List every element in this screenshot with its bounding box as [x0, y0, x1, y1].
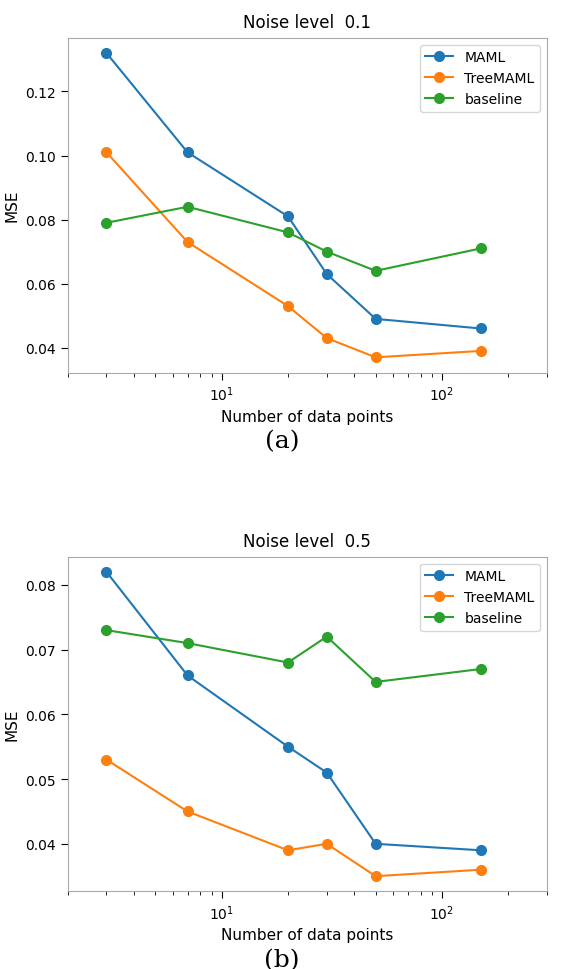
baseline [103, 218, 110, 230]
Legend: MAML, TreeMAML, baseline: MAML, TreeMAML, baseline [420, 564, 540, 631]
TreeMAML [477, 864, 484, 876]
MAML [477, 324, 484, 335]
Title: Noise level  0.1: Noise level 0.1 [244, 14, 371, 32]
Title: Noise level  0.5: Noise level 0.5 [244, 532, 371, 550]
baseline [372, 676, 379, 688]
baseline [477, 243, 484, 255]
MAML [372, 838, 379, 850]
X-axis label: Number of data points: Number of data points [221, 927, 394, 943]
Line: MAML: MAML [102, 49, 486, 334]
Text: (b): (b) [265, 948, 299, 969]
baseline [323, 246, 330, 258]
MAML [184, 147, 191, 159]
TreeMAML [184, 237, 191, 249]
MAML [285, 211, 292, 223]
X-axis label: Number of data points: Number of data points [221, 409, 394, 424]
MAML [103, 48, 110, 60]
TreeMAML [285, 301, 292, 313]
baseline [103, 625, 110, 637]
Legend: MAML, TreeMAML, baseline: MAML, TreeMAML, baseline [420, 46, 540, 112]
MAML [477, 845, 484, 857]
MAML [323, 269, 330, 281]
TreeMAML [285, 845, 292, 857]
MAML [323, 767, 330, 779]
TreeMAML [323, 838, 330, 850]
TreeMAML [372, 870, 379, 882]
baseline [323, 631, 330, 642]
Line: MAML: MAML [102, 568, 486, 856]
baseline [285, 657, 292, 669]
MAML [184, 670, 191, 681]
baseline [372, 266, 379, 277]
MAML [372, 314, 379, 326]
baseline [285, 228, 292, 239]
baseline [184, 638, 191, 649]
Line: baseline: baseline [102, 626, 486, 687]
baseline [184, 202, 191, 213]
Line: TreeMAML: TreeMAML [102, 755, 486, 881]
MAML [285, 741, 292, 753]
Text: (a): (a) [265, 429, 299, 453]
Y-axis label: MSE: MSE [5, 190, 20, 222]
MAML [103, 567, 110, 578]
TreeMAML [372, 352, 379, 363]
TreeMAML [323, 333, 330, 345]
Y-axis label: MSE: MSE [5, 708, 20, 740]
TreeMAML [103, 147, 110, 159]
Line: TreeMAML: TreeMAML [102, 148, 486, 362]
TreeMAML [184, 806, 191, 818]
TreeMAML [477, 346, 484, 358]
baseline [477, 664, 484, 675]
Line: baseline: baseline [102, 203, 486, 276]
TreeMAML [103, 754, 110, 766]
